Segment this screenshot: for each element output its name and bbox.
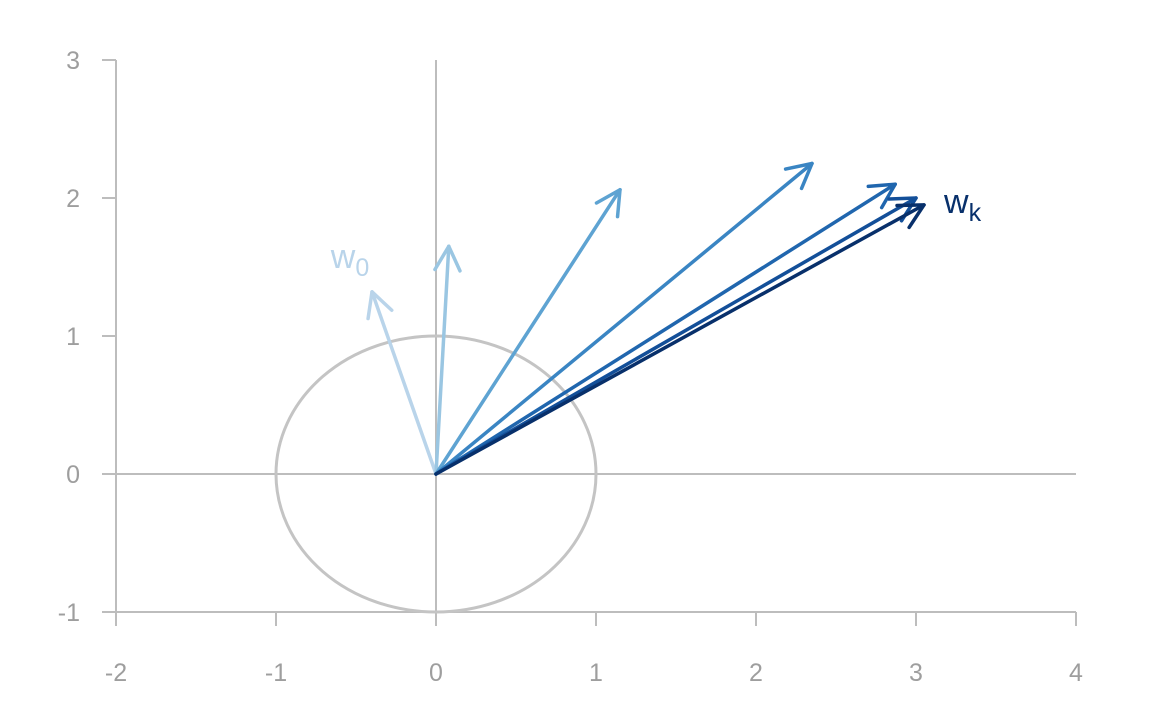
vector-4: [434, 182, 897, 476]
vector-shaft: [434, 182, 897, 476]
vector-3: [434, 161, 814, 476]
y-tick-label: 3: [66, 47, 80, 75]
vector-6: [434, 203, 926, 476]
vector-arrowhead: [783, 161, 814, 191]
x-tick-label: 4: [1069, 659, 1083, 687]
vector-1: [433, 244, 462, 476]
vector-labels-layer: w0 wk: [330, 183, 982, 282]
vector-arrowhead: [594, 187, 622, 219]
y-tick-label: 0: [66, 461, 80, 489]
vector-arrowhead: [366, 290, 394, 321]
vector-shaft: [434, 244, 451, 476]
vector-2: [434, 187, 622, 476]
unit-circle: [274, 334, 598, 614]
y-tick-label: 2: [66, 185, 80, 213]
vector-shaft: [370, 290, 438, 476]
vector-arrowhead: [433, 244, 462, 273]
vector-label-0: w0: [330, 238, 369, 282]
x-tick-label: 3: [909, 659, 923, 687]
unit-circle-layer: [274, 334, 598, 614]
axes: -1 0 1 2 3 -2 -1 0 1 2 3 4: [58, 47, 1083, 687]
y-tick-label: 1: [66, 323, 80, 351]
x-tick-label: 0: [429, 659, 443, 687]
x-tick-label: 1: [589, 659, 603, 687]
vector-arrowhead: [895, 203, 926, 230]
vector-0: [366, 290, 438, 476]
vector-shaft: [434, 203, 926, 476]
y-tick-label: -1: [58, 599, 80, 627]
x-tick-label: 2: [749, 659, 763, 687]
vector-arrowhead: [866, 182, 897, 210]
vectors-layer: [366, 161, 926, 476]
vector-shaft: [434, 187, 622, 476]
x-tick-label: -1: [265, 659, 287, 687]
vector-label-6: wk: [943, 183, 982, 227]
vector-shaft: [434, 161, 814, 476]
x-tick-label: -2: [105, 659, 127, 687]
